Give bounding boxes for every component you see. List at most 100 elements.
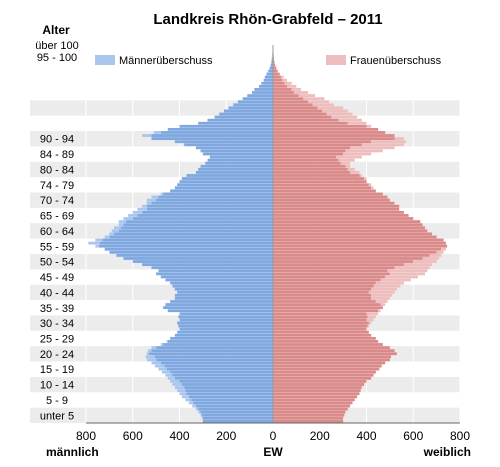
female-bar <box>273 373 374 377</box>
male-bar <box>172 284 273 288</box>
female-bar <box>273 376 372 380</box>
chart-title: Landkreis Rhön-Grabfeld – 2011 <box>153 11 382 28</box>
female-axis-label: weiblich <box>423 445 471 459</box>
female-bar <box>273 121 348 125</box>
female-bar <box>273 272 390 276</box>
male-excess-bar <box>146 198 157 202</box>
male-bar <box>174 297 273 300</box>
female-bar <box>273 78 283 82</box>
male-bar <box>156 346 273 349</box>
female-bar <box>273 398 355 402</box>
female-bar <box>273 189 376 193</box>
male-bar <box>268 69 273 73</box>
male-bar <box>132 260 273 263</box>
male-bar <box>200 410 273 414</box>
female-bar <box>273 364 382 368</box>
age-group-label: über 100 <box>35 40 78 52</box>
female-excess-bar <box>338 118 362 122</box>
male-bar <box>200 164 273 168</box>
female-bar <box>273 361 386 365</box>
x-tick-label: 600 <box>403 429 423 443</box>
male-excess-bar <box>165 373 173 377</box>
age-group-label: 50 - 54 <box>40 257 74 269</box>
male-bar <box>123 223 274 227</box>
male-bar <box>237 100 273 104</box>
male-excess-bar <box>145 355 155 359</box>
x-tick-label: 200 <box>216 429 236 443</box>
female-bar <box>273 300 376 303</box>
male-excess-bar <box>95 238 103 242</box>
female-bar <box>273 327 367 331</box>
female-bar <box>273 201 395 205</box>
female-bar <box>273 281 376 285</box>
male-bar <box>174 186 273 190</box>
female-bar <box>273 266 395 270</box>
female-bar <box>273 97 304 101</box>
female-bar <box>273 386 362 389</box>
female-excess-bar <box>367 315 376 319</box>
female-bar <box>273 63 276 67</box>
female-excess-bar <box>371 287 397 291</box>
female-bar <box>273 207 400 211</box>
male-bar <box>167 309 273 313</box>
male-excess-bar <box>177 389 186 393</box>
female-bar <box>273 410 346 414</box>
age-group-label: 5 - 9 <box>46 395 68 407</box>
female-excess-bar <box>350 171 360 174</box>
female-bar <box>273 84 288 88</box>
female-bar <box>273 198 390 202</box>
female-bar <box>273 72 280 76</box>
female-excess-bar <box>371 297 390 300</box>
female-bar <box>273 180 367 184</box>
female-bar <box>273 171 351 174</box>
female-bar <box>273 340 379 343</box>
male-bar <box>178 324 273 328</box>
male-bar <box>247 94 273 97</box>
male-bar <box>263 78 273 82</box>
male-bar <box>164 364 273 368</box>
male-bar <box>102 238 273 242</box>
male-excess-bar <box>167 376 175 380</box>
female-bar <box>273 321 369 325</box>
female-bar <box>273 229 428 233</box>
female-bar <box>273 223 423 227</box>
female-bar <box>273 75 282 79</box>
male-bar <box>269 66 273 70</box>
female-bar <box>273 324 368 328</box>
male-bar <box>198 407 273 411</box>
male-bar <box>151 201 273 205</box>
female-bar <box>273 312 367 316</box>
male-bar <box>156 272 273 276</box>
female-excess-bar <box>287 84 297 88</box>
male-excess-bar <box>151 361 161 365</box>
female-bar <box>273 146 351 150</box>
legend-female: Frauenüberschuss <box>326 55 442 67</box>
male-excess-bar <box>198 410 201 414</box>
female-bar <box>273 226 425 230</box>
female-bar <box>273 137 395 141</box>
female-excess-bar <box>385 275 418 279</box>
female-bar <box>273 383 365 386</box>
female-excess-bar <box>338 158 355 162</box>
female-excess-bar <box>347 121 367 125</box>
female-bar <box>273 401 353 405</box>
female-bar <box>273 287 372 291</box>
male-excess-bar <box>111 229 119 233</box>
male-excess-bar <box>200 413 202 417</box>
x-tick-label: 200 <box>310 429 330 443</box>
male-bar <box>179 327 273 331</box>
male-bar <box>170 336 273 340</box>
female-bar <box>273 419 344 423</box>
male-bar <box>170 281 273 285</box>
male-excess-bar <box>88 241 101 245</box>
female-bar <box>273 167 348 171</box>
male-bar <box>179 318 273 322</box>
female-excess-bar <box>380 303 386 306</box>
male-bar <box>186 392 273 396</box>
male-excess-bar <box>151 195 159 199</box>
female-excess-bar <box>380 278 411 282</box>
female-bar <box>273 284 374 288</box>
female-bar <box>273 352 397 356</box>
male-bar <box>233 103 273 107</box>
